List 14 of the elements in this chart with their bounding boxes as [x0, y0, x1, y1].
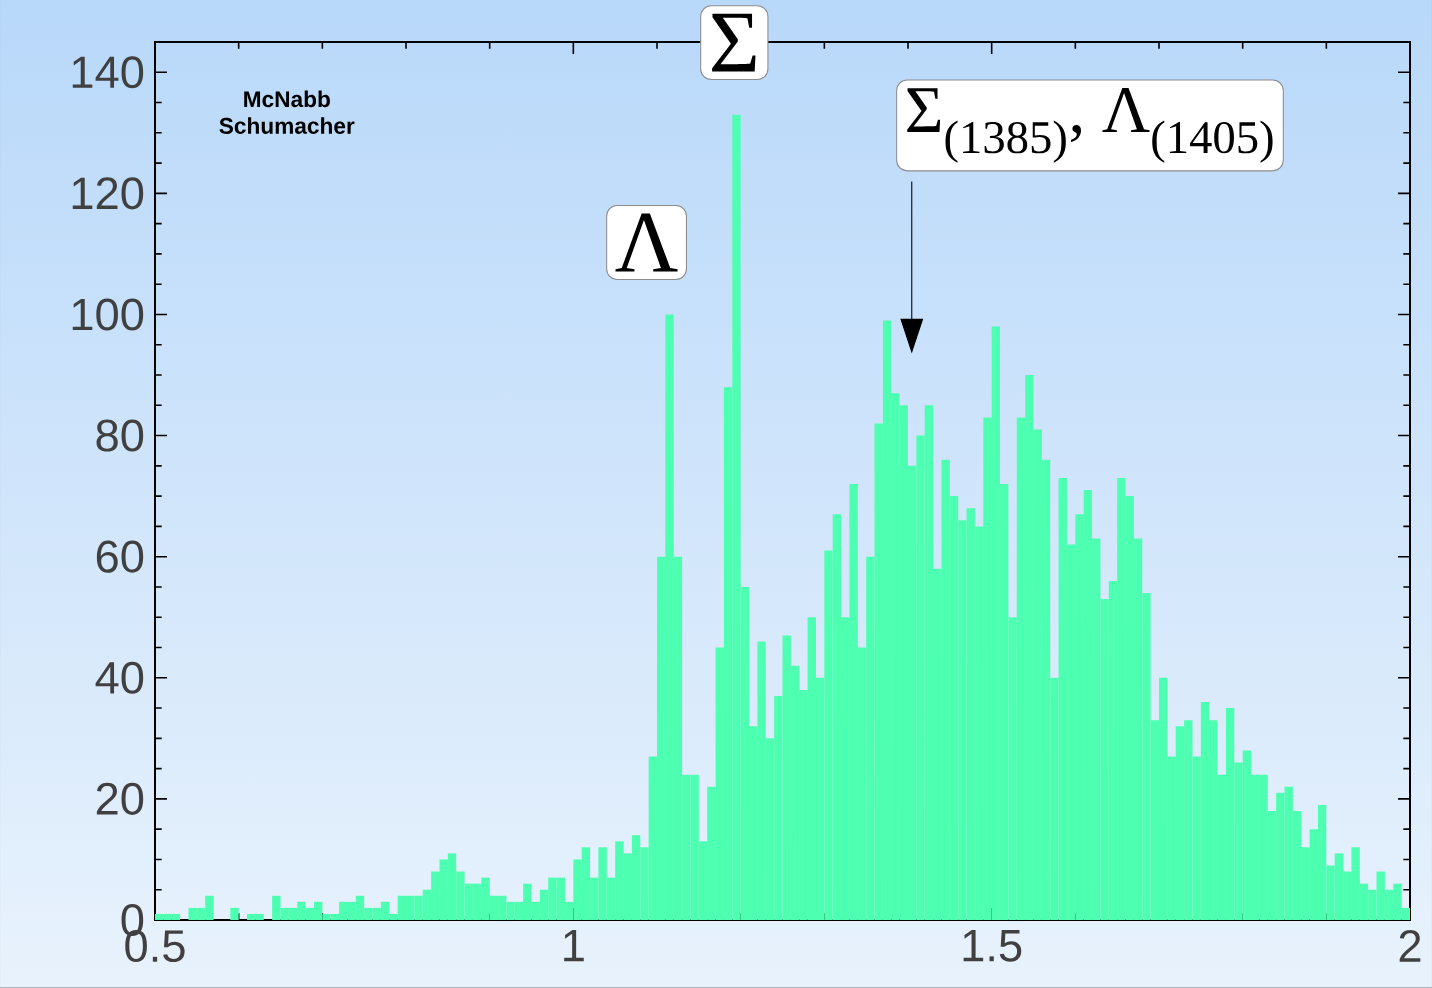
y-tick-label: 40 — [95, 661, 144, 694]
annotation: Λ — [615, 213, 678, 272]
annotation: Σ — [712, 13, 756, 72]
y-tick-label: 20 — [96, 782, 144, 815]
y-tick-label: 80 — [96, 419, 144, 452]
annotation: McNabb Schumacher — [219, 90, 355, 134]
y-tick-label: 60 — [96, 540, 144, 573]
annotation: Σ$_{(1385)}$, Λ$_{(1405)}$ — [907, 87, 1273, 163]
x-tick-label: 2 — [1399, 930, 1421, 962]
y-tick-label: 140 — [72, 56, 144, 89]
y-tick-label: 100 — [72, 298, 144, 331]
x-tick-label: 1.5 — [963, 930, 1022, 962]
x-tick-label: 1 — [564, 930, 584, 962]
y-tick-label: 120 — [72, 177, 144, 210]
